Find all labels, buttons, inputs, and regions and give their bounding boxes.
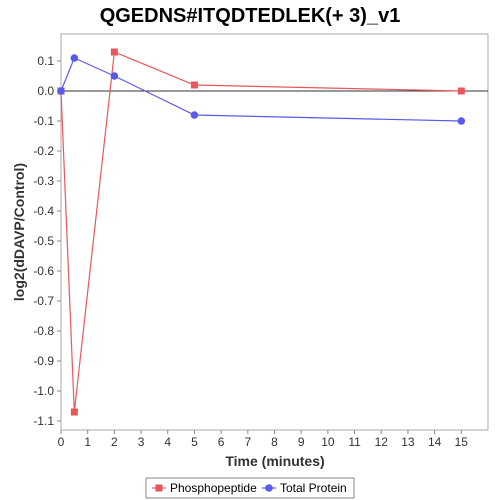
legend: Phosphopeptide Total Protein bbox=[145, 477, 355, 499]
legend-label: Total Protein bbox=[280, 481, 347, 495]
y-tick-label: 0.0 bbox=[37, 84, 54, 98]
y-axis-label: log2(dDAVP/Control) bbox=[11, 163, 27, 301]
y-tick-label: 0.1 bbox=[37, 54, 54, 68]
legend-marker-square bbox=[155, 484, 163, 492]
y-tick-label: -0.3 bbox=[33, 174, 54, 188]
legend-marker-circle bbox=[265, 484, 273, 492]
x-tick-label: 14 bbox=[428, 435, 442, 449]
y-tick-label: -0.4 bbox=[33, 204, 54, 218]
x-tick-label: 3 bbox=[138, 435, 145, 449]
data-point-circle bbox=[110, 72, 119, 80]
x-tick-label: 1 bbox=[84, 435, 91, 449]
x-tick-label: 13 bbox=[401, 435, 415, 449]
legend-label: Phosphopeptide bbox=[170, 481, 257, 495]
data-point-square bbox=[190, 81, 198, 89]
y-tick-label: -1.1 bbox=[33, 414, 54, 428]
x-tick-label: 6 bbox=[218, 435, 225, 449]
x-tick-label: 15 bbox=[455, 435, 469, 449]
plot-area bbox=[60, 33, 489, 431]
x-tick-label: 11 bbox=[348, 435, 361, 449]
data-point-circle bbox=[190, 111, 199, 119]
x-axis-label: Time (minutes) bbox=[225, 453, 324, 469]
y-tick-label: -1.0 bbox=[33, 384, 54, 398]
chart-title: QGEDNS#ITQDTEDLEK(+ 3)_v1 bbox=[100, 5, 401, 27]
x-tick-label: 12 bbox=[375, 435, 389, 449]
x-tick-label: 0 bbox=[58, 435, 65, 449]
x-tick-label: 2 bbox=[111, 435, 118, 449]
y-tick-label: -0.1 bbox=[33, 114, 54, 128]
y-axis: 0.1 0.0 -0.1 -0.2 -0.3 -0.4 -0.5 -0.6 -0.7 -0.8 -0… bbox=[33, 54, 61, 428]
data-point-square bbox=[110, 48, 118, 56]
y-tick-label: -0.8 bbox=[33, 324, 54, 338]
data-point-square bbox=[70, 408, 78, 416]
y-tick-label: -0.5 bbox=[33, 234, 54, 248]
series-group bbox=[57, 48, 466, 416]
y-tick-label: -0.2 bbox=[33, 144, 54, 158]
x-tick-label: 9 bbox=[298, 435, 305, 449]
x-tick-label: 5 bbox=[191, 435, 198, 449]
x-tick-label: 10 bbox=[321, 435, 335, 449]
data-point-circle bbox=[70, 54, 79, 62]
y-tick-label: -0.7 bbox=[33, 294, 54, 308]
data-point-circle bbox=[57, 87, 65, 95]
x-axis: 0 1 2 3 4 5 6 7 8 9 10 11 12 13 14 15 bbox=[58, 430, 469, 449]
data-point-circle bbox=[457, 117, 466, 125]
y-tick-label: -0.9 bbox=[33, 354, 54, 368]
data-point-square bbox=[457, 87, 465, 95]
y-tick-label: -0.6 bbox=[33, 264, 54, 278]
x-tick-label: 8 bbox=[271, 435, 278, 449]
legend-box bbox=[145, 477, 355, 499]
x-tick-label: 7 bbox=[244, 435, 251, 449]
x-tick-label: 4 bbox=[164, 435, 171, 449]
